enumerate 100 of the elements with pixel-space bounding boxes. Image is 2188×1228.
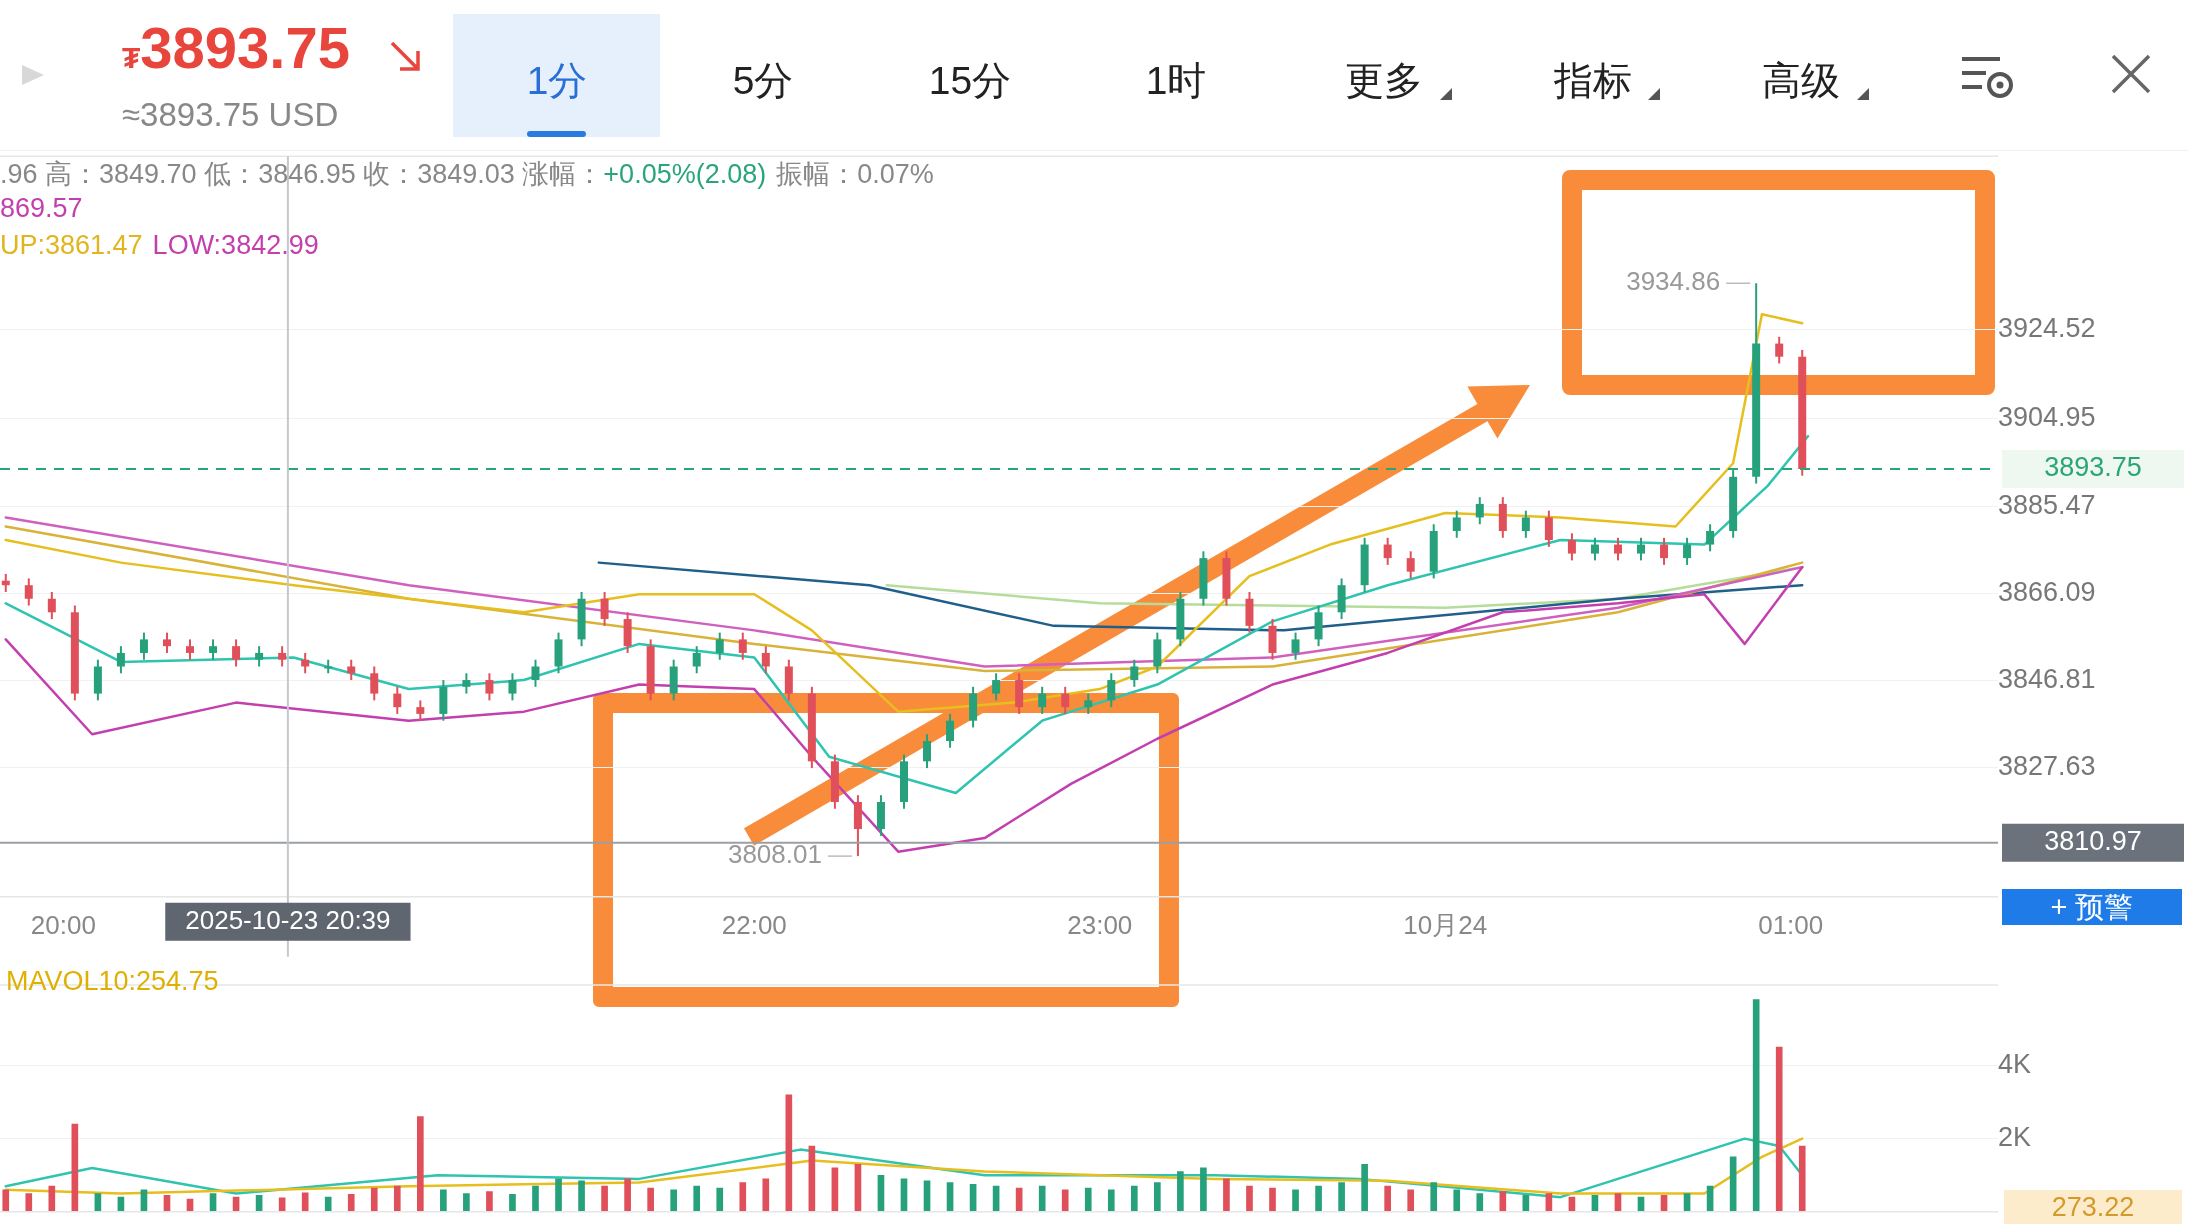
x-tick-label: 20:00: [30, 909, 96, 940]
bar: [48, 1185, 56, 1212]
candlestick: [738, 631, 747, 661]
candlestick: [1038, 685, 1047, 715]
bar: [555, 1178, 562, 1212]
y-tick-label: 3866.09: [1997, 577, 2096, 608]
candlestick: [1130, 658, 1139, 688]
bar: [578, 1180, 585, 1212]
bar: [2, 1189, 10, 1212]
candlestick: [232, 638, 241, 668]
bar: [785, 1094, 793, 1212]
bar: [417, 1116, 424, 1212]
bar: [324, 1196, 332, 1212]
annotation: 869.57: [0, 193, 83, 224]
bar: [370, 1187, 378, 1212]
candlestick: [1544, 509, 1553, 548]
bar: [1499, 1191, 1507, 1212]
y-tick-label: 3904.95: [1997, 401, 2096, 432]
bar: [1775, 1046, 1783, 1212]
bar: [739, 1182, 747, 1212]
x-tick-label: 01:00: [1758, 909, 1824, 940]
candlestick: [1475, 496, 1484, 526]
candlestick: [47, 590, 56, 621]
bar: [762, 1178, 770, 1212]
y-tick-label: 3924.52: [1997, 313, 2096, 344]
candlestick: [600, 590, 609, 627]
y-tick-label: 4K: [1998, 1048, 2032, 1079]
text: 指标: [1553, 58, 1633, 104]
candlestick: [24, 577, 33, 607]
candlestick: [1590, 536, 1599, 562]
candlestick: [1084, 692, 1093, 715]
candlestick: [1683, 536, 1692, 566]
candlestick: [1613, 536, 1622, 562]
candlestick: [992, 672, 1001, 702]
candlestick: [278, 645, 287, 668]
x-tick-label: 22:00: [721, 909, 787, 940]
candlestick: [1107, 672, 1116, 709]
candlestick: [186, 638, 195, 661]
bar: [1361, 1163, 1368, 1212]
candlestick: [139, 631, 148, 661]
bar: [1752, 999, 1760, 1212]
bar: [1107, 1189, 1115, 1212]
bar: [440, 1189, 447, 1212]
candlestick: [508, 672, 517, 702]
candlestick: [1291, 631, 1300, 661]
candlestick: [1567, 532, 1576, 562]
candlestick: [1521, 509, 1530, 539]
text: + 预警: [2002, 889, 2182, 925]
bar: [393, 1185, 401, 1212]
annotation: +0.05%(2.08): [603, 159, 767, 189]
bar: [1223, 1178, 1230, 1212]
x-tick-label: 10月24: [1403, 909, 1488, 940]
bar: [624, 1178, 631, 1212]
text: ₮: [122, 41, 141, 74]
candlestick: [715, 631, 724, 661]
candlestick: [485, 672, 494, 702]
text: 3893.75: [140, 15, 350, 80]
candlestick: [1637, 536, 1646, 562]
candlestick: [1452, 509, 1461, 539]
bar: [1338, 1182, 1345, 1212]
bar: [1476, 1193, 1484, 1212]
annotation: MAVOL10:254.75: [6, 966, 219, 997]
y-tick-label: 3846.81: [1997, 664, 2096, 695]
candlestick: [1383, 536, 1392, 566]
bar: [1177, 1171, 1184, 1212]
bar: [1200, 1167, 1207, 1212]
candlestick: [393, 685, 402, 715]
candlestick: [116, 645, 125, 675]
text: 更多: [1344, 58, 1424, 104]
bar: [1453, 1189, 1461, 1212]
bar: [1061, 1189, 1069, 1212]
bar: [1384, 1185, 1391, 1212]
text: 273.22: [2004, 1190, 2182, 1224]
ref-line-label: 3810.97: [2044, 826, 2142, 857]
candlestick: [416, 699, 425, 722]
candlestick: [1406, 550, 1415, 580]
candlestick: [1061, 685, 1070, 715]
bar: [1292, 1189, 1299, 1212]
bar: [532, 1185, 539, 1212]
text: 高级: [1761, 58, 1841, 104]
ref-line-label: 2025-10-23 20:39: [185, 904, 391, 935]
candlestick: [946, 712, 955, 749]
bar: [509, 1193, 516, 1212]
annotation: UP:3861.47: [0, 230, 143, 260]
text: 15分: [927, 58, 1013, 104]
candlestick: [761, 645, 770, 675]
bar: [1154, 1182, 1161, 1212]
text: ≈3893.75 USD: [122, 96, 339, 134]
ref-line-label: 3893.75: [2044, 452, 2142, 483]
bar: [693, 1185, 701, 1212]
bar: [1269, 1187, 1276, 1212]
candlestick: [531, 658, 540, 688]
text: 1分: [525, 58, 589, 104]
candlestick: [347, 658, 356, 682]
candlestick: [1660, 536, 1669, 566]
bar: [347, 1193, 355, 1212]
bar: [670, 1189, 678, 1212]
bar: [647, 1187, 654, 1212]
candlestick: [1775, 335, 1784, 365]
candlestick: [462, 672, 471, 695]
